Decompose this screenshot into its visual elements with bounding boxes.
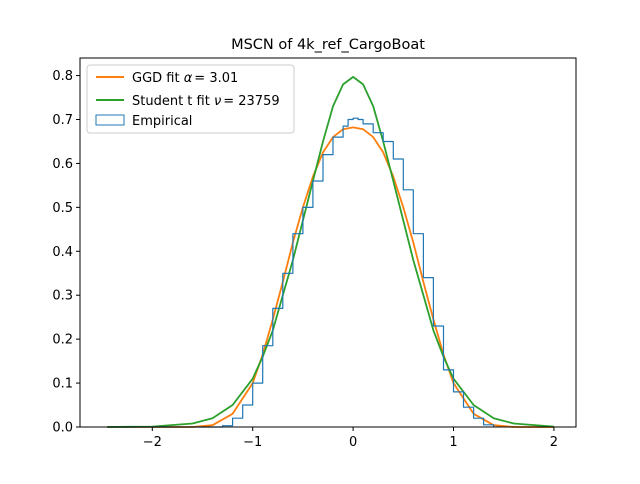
x-tick-label: −1 (243, 435, 262, 450)
legend-box (86, 64, 295, 134)
series-layer (107, 76, 554, 428)
legend-label-empirical: Empirical (132, 114, 192, 129)
series-student-t-fit-line (107, 76, 554, 428)
x-tick-label: 2 (550, 435, 558, 450)
legend-ggd-prefix: GGD fit (132, 71, 184, 86)
y-tick-label: 0.7 (52, 113, 73, 128)
legend-student-symbol: ν (214, 94, 221, 109)
series-ggd-fit-line (107, 126, 554, 428)
x-tick-label: −2 (143, 435, 162, 450)
axis-layer: −2 −1 0 1 2 0.0 0.1 0.2 0.3 0.4 0.5 0.6 0.7 0.8 (52, 69, 558, 450)
y-tick-label: 0.4 (52, 245, 73, 260)
y-tick-label: 0.8 (52, 69, 73, 84)
x-tick-label: 1 (449, 435, 457, 450)
series-empirical-line (107, 117, 495, 428)
y-tick-label: 0.5 (52, 201, 73, 216)
y-tick-label: 0.1 (52, 377, 73, 392)
legend-label-ggd: GGD fit α = 3.01 (132, 71, 238, 86)
legend-label-student: Student t fit ν = 23759 (132, 94, 280, 109)
legend-student-value: = 23759 (223, 94, 279, 109)
y-tick-label: 0.2 (52, 333, 73, 348)
plot-frame (79, 57, 577, 428)
y-tick-label: 0.6 (52, 157, 73, 172)
legend-student-prefix: Student t fit (132, 94, 214, 109)
legend: GGD fit α = 3.01 Student t fit ν = 23759 E… (86, 64, 295, 134)
legend-ggd-value: = 3.01 (194, 71, 238, 86)
legend-swatch-empirical (95, 114, 125, 126)
y-tick-label: 0.0 (52, 421, 73, 436)
x-tick-label: 0 (349, 435, 357, 450)
legend-ggd-symbol: α (184, 71, 193, 86)
chart-title: MSCN of 4k_ref_CargoBoat (231, 37, 425, 53)
y-tick-label: 0.3 (52, 289, 73, 304)
